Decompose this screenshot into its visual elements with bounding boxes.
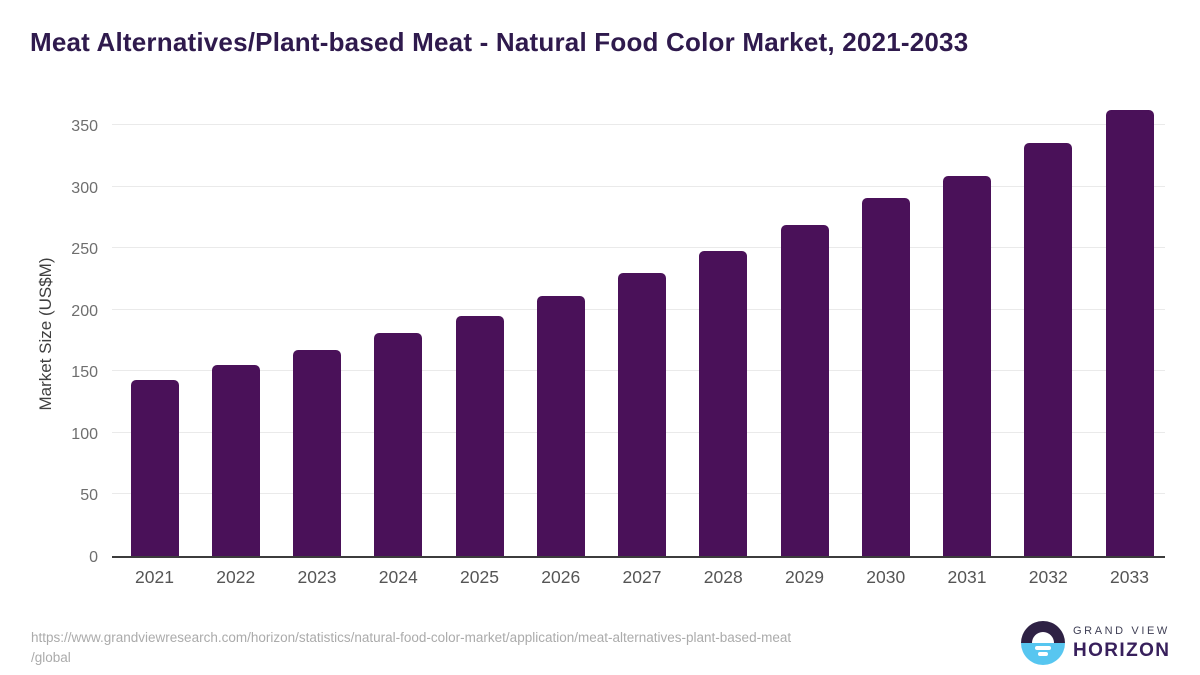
x-tick-label-2029: 2029 — [785, 567, 824, 587]
y-tick-label-100: 100 — [71, 425, 98, 443]
x-tick-label-2021: 2021 — [135, 567, 174, 587]
bar-2028 — [699, 250, 748, 556]
source-url: https://www.grandviewresearch.com/horizo… — [31, 628, 951, 668]
logo-text: GRAND VIEW HORIZON — [1073, 625, 1170, 662]
y-tick-label-200: 200 — [71, 302, 98, 320]
source-url-line2: /global — [31, 650, 71, 665]
bar-2032 — [1024, 143, 1073, 556]
bar-2025 — [455, 315, 504, 556]
bar-2030 — [861, 197, 910, 556]
sun-icon — [1032, 632, 1054, 643]
gridline-300 — [112, 185, 1165, 187]
y-tick-label-150: 150 — [71, 364, 98, 382]
bar-2024 — [374, 333, 423, 556]
logo-grand-view-text: GRAND VIEW — [1073, 625, 1170, 637]
x-tick-label-2028: 2028 — [703, 567, 743, 587]
x-tick-label-2023: 2023 — [297, 567, 337, 587]
x-tick-label-2022: 2022 — [216, 567, 256, 587]
x-tick-label-2031: 2031 — [947, 567, 987, 587]
bar-2022 — [211, 365, 260, 556]
y-tick-label-350: 350 — [71, 118, 98, 135]
source-url-line1: https://www.grandviewresearch.com/horizo… — [31, 630, 792, 645]
grand-view-horizon-logo: GRAND VIEW HORIZON — [1021, 620, 1191, 666]
x-tick-label-2026: 2026 — [541, 567, 581, 587]
bar-2031 — [943, 175, 991, 556]
sun-reflection-stripe — [1035, 646, 1051, 650]
x-tick-label-2032: 2032 — [1028, 567, 1068, 587]
bar-2023 — [293, 350, 341, 556]
gridline-350 — [112, 124, 1165, 125]
bar-2033 — [1105, 110, 1154, 556]
bar-2026 — [536, 296, 585, 556]
gridline-250 — [112, 247, 1165, 249]
y-tick-label-0: 0 — [89, 549, 98, 566]
chart-title: Meat Alternatives/Plant-based Meat - Nat… — [30, 27, 969, 57]
bar-2021 — [130, 379, 179, 556]
logo-horizon-text: HORIZON — [1073, 640, 1171, 661]
x-tick-label-2033: 2033 — [1110, 567, 1149, 587]
plot-area — [112, 100, 1165, 558]
x-tick-label-2024: 2024 — [378, 567, 418, 587]
y-tick-label-250: 250 — [71, 241, 98, 259]
bar-2027 — [618, 272, 666, 556]
bar-2029 — [780, 224, 829, 556]
y-tick-label-300: 300 — [71, 179, 98, 197]
x-tick-label-2027: 2027 — [622, 567, 662, 587]
x-tick-label-2025: 2025 — [460, 567, 499, 587]
horizon-sun-icon — [1021, 621, 1065, 665]
sun-reflection-stripe — [1038, 652, 1048, 656]
y-axis-label: Market Size (US$M) — [36, 257, 55, 411]
x-tick-label-2030: 2030 — [866, 567, 906, 587]
y-tick-label-50: 50 — [80, 487, 98, 505]
